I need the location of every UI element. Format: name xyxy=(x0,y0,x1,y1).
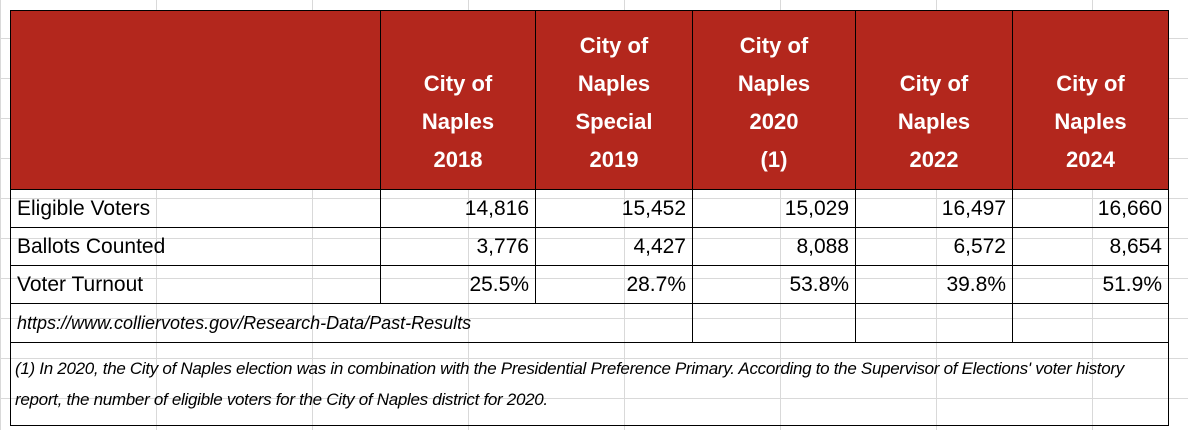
data-row: Voter Turnout 25.5% 28.7% 53.8% 39.8% 51.9% xyxy=(10,265,1169,304)
header-cell xyxy=(10,10,381,190)
header-line: Naples xyxy=(421,109,495,134)
header-line: Naples xyxy=(1054,109,1127,134)
header-line: Naples xyxy=(737,71,811,96)
source-row: https://www.colliervotes.gov/Research-Da… xyxy=(10,303,1169,343)
data-row: Ballots Counted 3,776 4,427 8,088 6,572 8,654 xyxy=(10,227,1169,266)
data-row: Eligible Voters 14,816 15,452 15,029 16,497 1… xyxy=(10,189,1169,228)
value-cell: 14,816 xyxy=(380,189,536,228)
empty-cell xyxy=(1012,303,1169,343)
header-line: 2020 xyxy=(749,109,799,134)
value-cell: 16,660 xyxy=(1012,189,1169,228)
value-cell: 25.5% xyxy=(380,265,536,304)
row-label: Voter Turnout xyxy=(10,265,381,304)
value-cell: 4,427 xyxy=(535,227,693,266)
header-line: 2022 xyxy=(909,147,959,172)
value-cell: 6,572 xyxy=(855,227,1013,266)
header-cell: City of Naples 2024 xyxy=(1012,10,1169,190)
footnote: (1) In 2020, the City of Naples election… xyxy=(10,342,1169,426)
header-line: City of xyxy=(1056,71,1125,96)
header-cell: City of Naples 2018 xyxy=(380,10,536,190)
value-cell: 8,654 xyxy=(1012,227,1169,266)
header-line: Naples xyxy=(577,71,651,96)
value-cell: 15,452 xyxy=(535,189,693,228)
source-link: https://www.colliervotes.gov/Research-Da… xyxy=(10,303,693,343)
row-label: Ballots Counted xyxy=(10,227,381,266)
header-line: Naples xyxy=(897,109,971,134)
header-line: City of xyxy=(579,33,649,58)
value-cell: 3,776 xyxy=(380,227,536,266)
value-cell: 15,029 xyxy=(692,189,856,228)
header-cell: City of Naples 2020 (1) xyxy=(692,10,856,190)
value-cell: 53.8% xyxy=(692,265,856,304)
header-line: 2019 xyxy=(589,147,639,172)
results-table: City of Naples 2018 City of Naples Special 201… xyxy=(10,10,1169,426)
header-line: City of xyxy=(899,71,969,96)
header-line: 2018 xyxy=(433,147,483,172)
footnote-row: (1) In 2020, the City of Naples election… xyxy=(10,342,1169,426)
header-row: City of Naples 2018 City of Naples Special 201… xyxy=(10,10,1169,190)
value-cell: 8,088 xyxy=(692,227,856,266)
value-cell: 28.7% xyxy=(535,265,693,304)
empty-cell xyxy=(855,303,1013,343)
value-cell: 39.8% xyxy=(855,265,1013,304)
header-line: (1) xyxy=(760,147,788,172)
header-cell: City of Naples 2022 xyxy=(855,10,1013,190)
header-line: City of xyxy=(739,33,809,58)
empty-cell xyxy=(692,303,856,343)
row-label: Eligible Voters xyxy=(10,189,381,228)
value-cell: 16,497 xyxy=(855,189,1013,228)
header-line: 2024 xyxy=(1066,147,1115,172)
header-cell: City of Naples Special 2019 xyxy=(535,10,693,190)
header-line: City of xyxy=(423,71,493,96)
value-cell: 51.9% xyxy=(1012,265,1169,304)
header-line: Special xyxy=(575,109,653,134)
